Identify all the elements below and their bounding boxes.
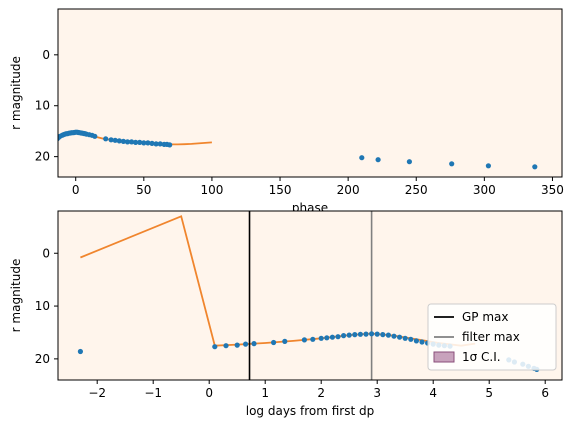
data-point xyxy=(408,336,414,342)
data-point xyxy=(157,141,163,147)
plot-background xyxy=(58,9,562,177)
data-point xyxy=(234,342,240,348)
data-point xyxy=(341,333,347,339)
y-tick-label: 10 xyxy=(35,299,50,313)
y-axis-label: r magnitude xyxy=(9,259,23,333)
data-point xyxy=(129,139,135,145)
data-point xyxy=(271,339,277,346)
x-tick-label: 100 xyxy=(200,183,223,197)
data-point xyxy=(301,337,307,343)
data-point xyxy=(223,343,229,349)
x-tick-label: 2 xyxy=(317,386,325,400)
x-axis-label: log days from first dp xyxy=(246,404,374,418)
x-tick-label: 200 xyxy=(337,183,360,197)
x-tick-label: 50 xyxy=(136,183,151,197)
data-point xyxy=(103,136,109,142)
data-point xyxy=(352,332,358,338)
data-point xyxy=(92,133,98,139)
data-point xyxy=(485,163,491,169)
x-tick-label: 4 xyxy=(429,386,437,400)
y-tick-label: 0 xyxy=(42,246,50,260)
legend: GP max filter max 1σ C.I. xyxy=(427,303,557,371)
data-point xyxy=(282,338,288,344)
plot-area xyxy=(49,129,538,170)
data-point xyxy=(243,341,249,347)
data-point xyxy=(359,155,365,161)
legend-label: GP max xyxy=(462,310,509,324)
data-point xyxy=(124,139,131,145)
legend-label: filter max xyxy=(462,330,520,344)
y-axis-label: r magnitude xyxy=(9,56,23,130)
x-tick-label: −1 xyxy=(144,386,162,400)
plot-frame xyxy=(57,8,563,178)
x-tick-label: 250 xyxy=(405,183,428,197)
data-point xyxy=(51,142,56,147)
x-tick-label: 150 xyxy=(269,183,292,197)
data-point xyxy=(402,335,408,341)
data-point xyxy=(532,164,538,170)
data-point xyxy=(77,348,83,355)
data-point xyxy=(335,334,341,340)
data-point xyxy=(385,332,391,338)
plot-frame xyxy=(57,210,563,381)
data-point xyxy=(137,139,143,145)
data-point xyxy=(369,331,375,337)
x-tick-label: 1 xyxy=(261,386,269,400)
data-point xyxy=(141,140,147,146)
data-point xyxy=(449,161,455,167)
legend-label: 1σ C.I. xyxy=(462,350,501,364)
x-tick-label: 0 xyxy=(72,183,80,197)
data-point xyxy=(375,157,381,163)
data-point xyxy=(167,142,173,148)
data-point xyxy=(251,341,257,347)
log-days-plot-panel: −2 −1 0 1 2 3 4 5 6 0 10 20 log days from first dp r … xyxy=(9,210,563,418)
data-point xyxy=(346,332,352,338)
legend-patch-swatch xyxy=(433,351,455,363)
x-tick-label: 300 xyxy=(473,183,496,197)
data-point xyxy=(108,137,114,143)
data-point xyxy=(380,332,386,338)
y-tick-label: 20 xyxy=(35,150,50,164)
data-point xyxy=(318,335,324,341)
data-point xyxy=(391,333,397,339)
data-point xyxy=(52,139,57,144)
x-tick-label: 3 xyxy=(373,386,381,400)
data-point xyxy=(374,331,380,337)
data-point xyxy=(133,139,139,145)
data-point xyxy=(324,335,330,341)
x-tick-label: 6 xyxy=(541,386,549,400)
data-point xyxy=(406,159,412,165)
data-point xyxy=(149,140,155,146)
data-point xyxy=(329,334,335,340)
data-point xyxy=(413,338,419,344)
data-point xyxy=(363,331,369,337)
data-point xyxy=(212,344,218,350)
legend-box xyxy=(427,303,557,371)
data-point xyxy=(397,334,403,340)
x-tick-label: 0 xyxy=(205,386,213,400)
y-tick-label: 0 xyxy=(42,48,50,62)
x-tick-label: −2 xyxy=(88,386,106,400)
x-tick-label: 5 xyxy=(485,386,493,400)
data-point xyxy=(116,138,122,144)
data-point xyxy=(49,147,54,152)
data-point xyxy=(112,137,118,143)
y-tick-label: 10 xyxy=(35,99,50,113)
y-tick-label: 20 xyxy=(35,352,50,366)
data-point xyxy=(419,339,425,345)
data-point xyxy=(310,336,316,342)
data-point xyxy=(357,331,363,337)
x-tick-label: 350 xyxy=(541,183,564,197)
data-point xyxy=(145,140,151,146)
data-point xyxy=(120,138,126,144)
data-point xyxy=(153,141,159,147)
